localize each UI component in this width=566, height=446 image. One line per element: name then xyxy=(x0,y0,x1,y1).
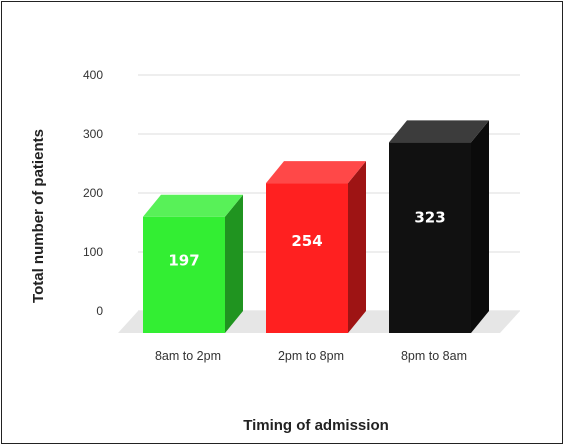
y-axis-title: Total number of patients xyxy=(30,129,47,303)
bar-top xyxy=(389,120,489,143)
y-tick-label: 300 xyxy=(83,127,103,141)
x-tick-label: 8am to 2pm xyxy=(155,349,221,363)
data-label: 254 xyxy=(291,232,322,250)
data-label: 197 xyxy=(168,252,199,270)
bar-front xyxy=(266,183,348,333)
x-tick-label: 2pm to 8pm xyxy=(278,349,344,363)
bar-front xyxy=(389,142,471,333)
y-tick-label: 400 xyxy=(83,68,103,82)
x-axis-title: Timing of admission xyxy=(243,417,389,434)
bar xyxy=(143,194,243,333)
bars xyxy=(143,120,489,334)
bar-side xyxy=(348,161,366,333)
bar-side xyxy=(471,120,489,334)
x-tick-label: 8pm to 8am xyxy=(401,349,467,363)
y-tick-label: 100 xyxy=(83,245,103,259)
bar-top xyxy=(143,194,243,217)
bar-front xyxy=(143,216,225,333)
bar xyxy=(266,161,366,333)
bar-side xyxy=(225,194,243,333)
y-tick-labels: 0 100 200 300 400 xyxy=(83,68,103,318)
data-labels: 197 254 323 xyxy=(168,208,445,269)
data-label: 323 xyxy=(414,208,445,226)
bar xyxy=(389,120,489,334)
y-tick-label: 0 xyxy=(96,304,103,318)
bar-top xyxy=(266,161,366,184)
x-tick-labels: 8am to 2pm 2pm to 8pm 8pm to 8am xyxy=(155,349,467,363)
y-tick-label: 200 xyxy=(83,186,103,200)
